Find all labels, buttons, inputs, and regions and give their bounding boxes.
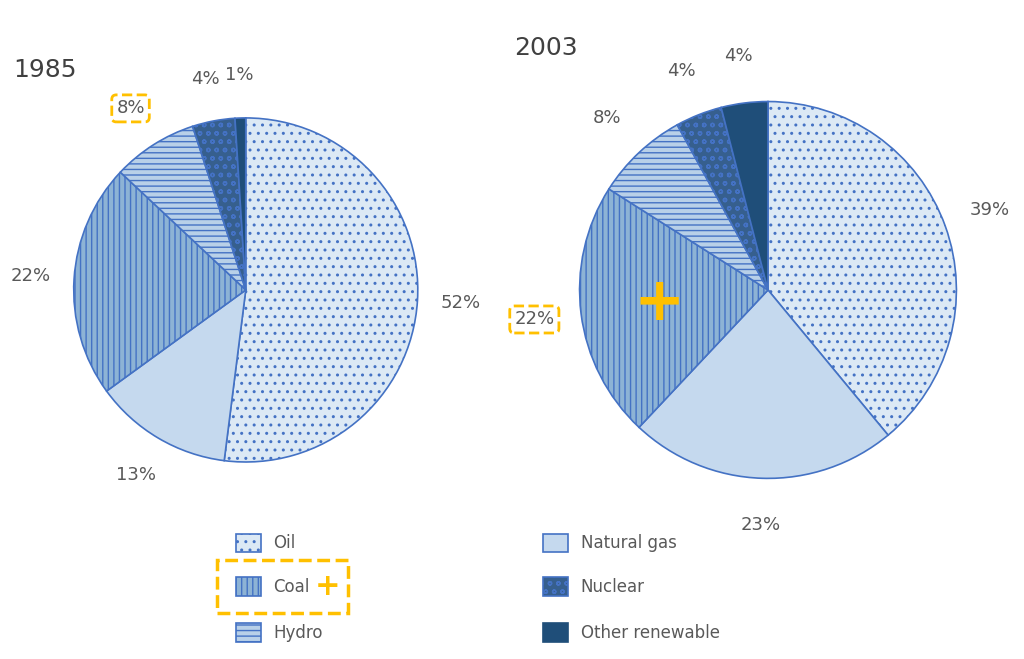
Wedge shape (106, 290, 246, 461)
Text: 1%: 1% (224, 66, 253, 84)
Wedge shape (768, 101, 956, 435)
Text: 13%: 13% (117, 466, 157, 484)
Wedge shape (74, 172, 246, 391)
Wedge shape (721, 101, 768, 290)
Wedge shape (609, 125, 768, 290)
Text: 22%: 22% (11, 268, 51, 285)
Text: Nuclear: Nuclear (581, 577, 645, 596)
Text: 8%: 8% (117, 100, 144, 117)
Wedge shape (121, 127, 246, 290)
Wedge shape (639, 290, 888, 478)
Wedge shape (580, 189, 768, 427)
FancyBboxPatch shape (236, 577, 261, 596)
FancyBboxPatch shape (543, 623, 568, 643)
Wedge shape (193, 118, 246, 290)
Text: Hydro: Hydro (273, 624, 323, 642)
FancyBboxPatch shape (543, 577, 568, 596)
Wedge shape (234, 118, 246, 290)
Text: Other renewable: Other renewable (581, 624, 720, 642)
Text: +: + (634, 274, 685, 333)
Wedge shape (677, 107, 768, 290)
Text: 23%: 23% (740, 517, 780, 534)
Text: 52%: 52% (440, 295, 480, 312)
Text: 2003: 2003 (514, 36, 578, 59)
Text: 4%: 4% (724, 47, 753, 65)
Text: 4%: 4% (667, 62, 695, 80)
Wedge shape (224, 118, 418, 462)
Text: 1985: 1985 (13, 58, 77, 82)
Text: 39%: 39% (970, 201, 1010, 219)
Text: 22%: 22% (514, 310, 554, 328)
Text: Natural gas: Natural gas (581, 534, 677, 552)
FancyBboxPatch shape (236, 534, 261, 552)
Text: 8%: 8% (593, 109, 621, 127)
Text: 4%: 4% (191, 70, 220, 88)
FancyBboxPatch shape (543, 534, 568, 552)
FancyBboxPatch shape (236, 623, 261, 643)
Text: Coal: Coal (273, 577, 310, 596)
Text: +: + (314, 572, 341, 601)
Text: Oil: Oil (273, 534, 296, 552)
